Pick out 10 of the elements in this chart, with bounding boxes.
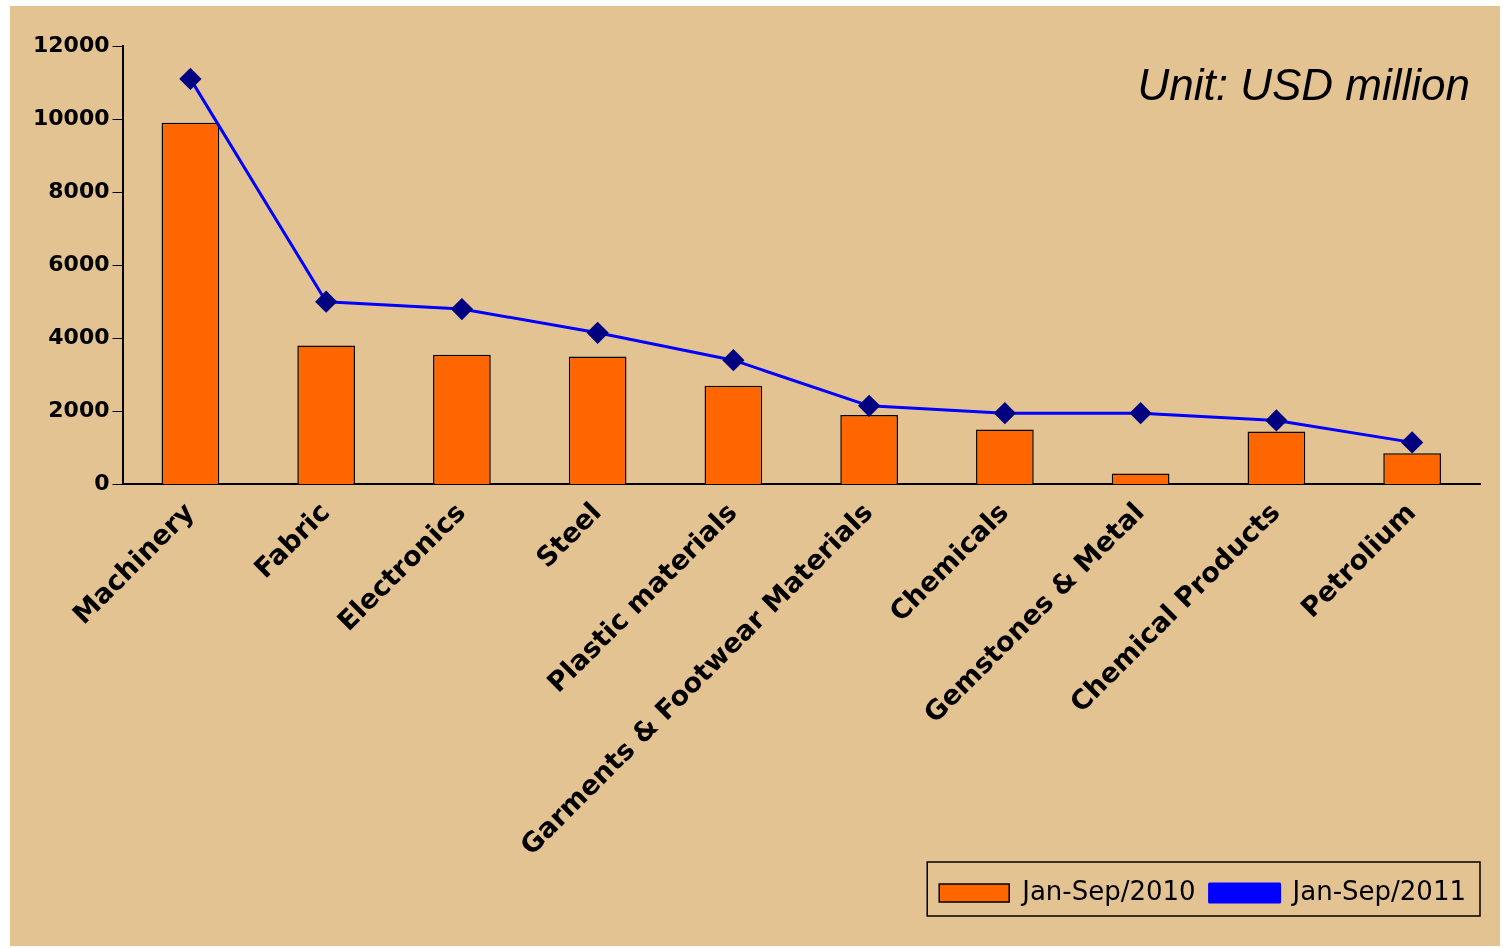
y-tick-label: 6000 (48, 250, 110, 276)
y-tick-label: 2000 (48, 397, 110, 423)
legend-label: Jan-Sep/2011 (1290, 875, 1467, 906)
y-tick-label: 8000 (48, 177, 110, 203)
y-tick-label: 10000 (32, 104, 110, 130)
y-tick-label: 0 (94, 470, 110, 496)
y-tick-label: 12000 (32, 31, 110, 57)
legend-label: Jan-Sep/2010 (1020, 875, 1196, 906)
y-tick-label: 4000 (48, 323, 110, 349)
annotation: Unit: USD million (1137, 60, 1470, 110)
